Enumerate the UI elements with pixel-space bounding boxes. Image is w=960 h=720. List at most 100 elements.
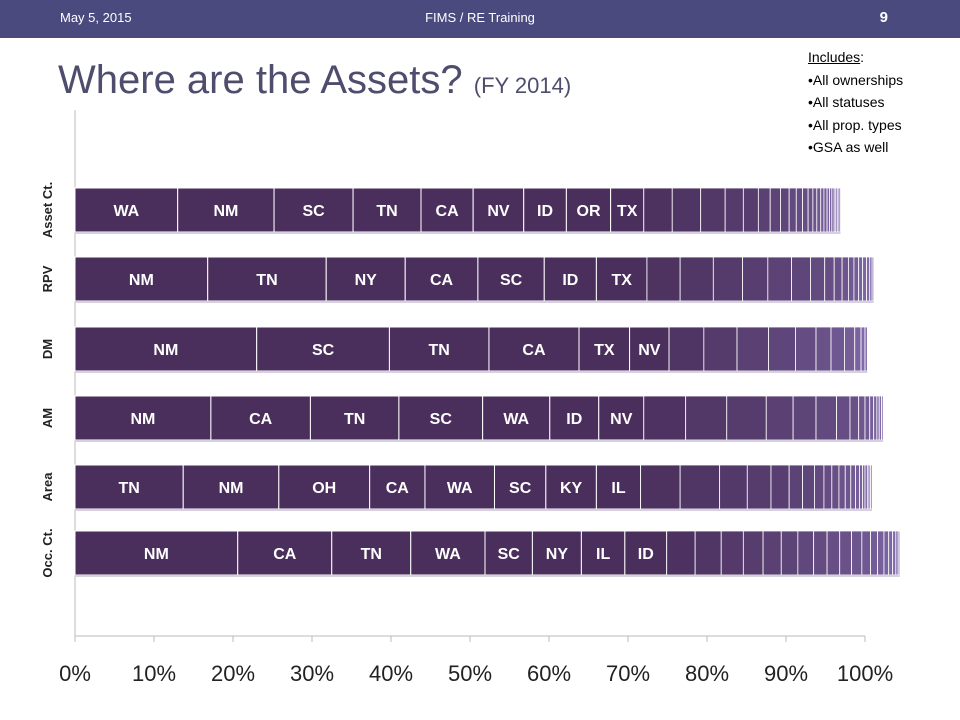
x-tick-label: 30% [290,661,334,686]
bar-segment [420,187,474,233]
bar-segment-minor [830,326,845,372]
bar-segment-minor [795,187,803,233]
segment-label: TN [361,546,382,563]
bar-segment-minor [864,326,868,372]
bar-segment [549,395,600,441]
segment-label: CA [273,546,297,563]
segment-label: CA [386,480,410,497]
bar-segment-minor [883,530,890,576]
bar-segment-minor [769,187,781,233]
segment-label: WA [447,480,473,497]
bar-segment-minor [853,256,860,302]
bar-segment-minor [871,256,875,302]
bar-segment-minor [858,395,866,441]
bar-segment-minor [813,530,828,576]
bar-row: Area TN NM OH CA WA SC KY IL [40,464,873,511]
row-label: Occ. Ct. [40,528,55,577]
bar-row: RPV NM TN NY CA SC ID TX [40,256,875,303]
bar-segment-minor [762,530,782,576]
x-tick-label: 0% [59,661,91,686]
bar-segment-minor [726,395,767,441]
row-label: DM [40,339,55,359]
segment-label: IL [596,546,610,563]
bar-segment [531,530,582,576]
bar-segment-minor [685,395,728,441]
bar-segment [595,256,648,302]
bar-segment-minor [814,464,825,510]
segment-label: ID [537,203,553,220]
bar-segment-minor [802,464,815,510]
segment-label: NM [130,411,155,428]
bar-row: Occ. Ct. NM CA TN WA SC NY IL ID [40,528,901,578]
bar-segment-minor [850,464,856,510]
bar-segment-minor [797,530,815,576]
row-label: Asset Ct. [40,182,55,238]
bar-segment-minor [736,326,770,372]
bar-segment-minor [877,530,885,576]
bar-segment-minor [864,395,871,441]
bar-segment-minor [870,464,873,510]
segment-label: SC [302,203,325,220]
bar-segment-minor [823,187,828,233]
segment-label: ID [562,272,578,289]
segment-label: WA [435,546,461,563]
bar-segment [74,256,209,302]
bar-segment [477,256,545,302]
header-date: May 5, 2015 [60,10,132,25]
bar-segment [207,256,327,302]
bar-segment-minor [812,187,818,233]
bar-segment-minor [767,256,792,302]
bar-segment-minor [858,256,864,302]
bar-segment-minor [742,530,764,576]
bar-segment-minor [792,395,817,441]
bar-segment-minor [897,530,901,576]
title-main: Where are the Assets? [58,58,463,102]
bar-segment-minor [780,530,799,576]
bar-segment-minor [838,464,846,510]
title-subtitle: (FY 2014) [473,73,572,98]
bar-segment [388,326,490,372]
segment-label: ID [638,546,654,563]
bar-segment [278,464,371,510]
row-label: AM [40,408,55,428]
segment-label: NV [638,342,661,359]
x-tick-label: 50% [448,661,492,686]
bar-segment-minor [873,395,878,441]
bar-segment-minor [742,187,759,233]
bar-segment-minor [866,256,871,302]
bar-segment [177,187,275,233]
segment-label: NM [219,480,244,497]
x-tick-label: 90% [764,661,808,686]
bar-segment-minor [724,187,744,233]
bar-segment-minor [870,530,879,576]
bar-segment-minor [643,395,687,441]
includes-item: All prop. types [808,114,903,137]
bar-segment-minor [848,256,855,302]
bar-segment-minor [712,256,743,302]
segment-label: NM [153,342,178,359]
bar-row: Asset Ct. WA NM SC TN CA NV ID OR TX [40,182,841,238]
bar-segment [578,326,631,372]
segment-label: TN [429,342,450,359]
bar-segment-minor [671,187,702,233]
includes-list: All ownerships All statuses All prop. ty… [808,69,903,159]
bar-segment-minor [859,464,864,510]
segment-label: WA [113,203,139,220]
bar-segment-minor [838,187,841,233]
segment-label: TN [376,203,397,220]
bar-segment-minor [860,326,866,372]
bar-segment-minor [746,464,772,510]
bar-segment-minor [646,256,681,302]
segment-label: CA [522,342,546,359]
bar-segment-minor [802,187,809,233]
bar-segment-minor [820,187,825,233]
bar-segment [273,187,354,233]
includes-item: All ownerships [808,69,903,92]
segment-label: TN [256,272,277,289]
segment-label: NV [487,203,510,220]
segment-label: TX [594,342,615,359]
segment-label: IL [611,480,625,497]
bar-segment-minor [892,530,897,576]
bar-segment-minor [757,187,771,233]
segment-label: SC [312,342,335,359]
